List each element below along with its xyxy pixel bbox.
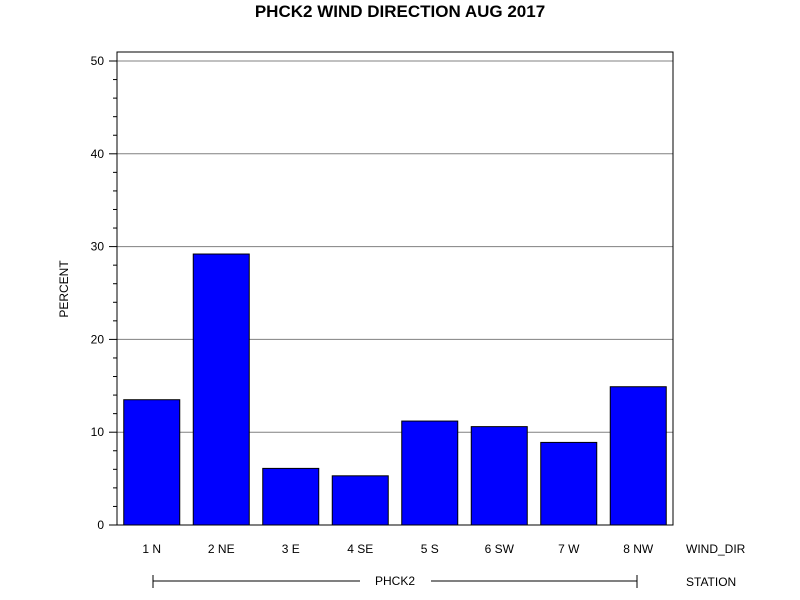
x-axis: 1 N 2 NE 3 E 4 SE 5 S 6 SW 7 W 8 NW: [142, 542, 654, 556]
group-axis-name: STATION: [686, 575, 736, 589]
y-tick-label: 50: [91, 54, 105, 68]
y-tick-label: 20: [91, 332, 105, 346]
y-tick-label: 0: [97, 518, 104, 532]
x-tick-label: 1 N: [142, 542, 161, 556]
plot-frame: [116, 51, 674, 526]
bar: [262, 467, 320, 526]
y-axis: 0 10 20 30 40 50: [91, 54, 117, 532]
x-tick-label: 7 W: [558, 542, 580, 556]
bar: [540, 441, 598, 526]
group-axis: PHCK2: [152, 574, 638, 588]
x-tick-label: 8 NW: [623, 542, 654, 556]
x-axis-name: WIND_DIR: [686, 542, 746, 556]
y-tick-label: 30: [91, 240, 105, 254]
x-tick-label: 4 SE: [347, 542, 373, 556]
chart-title: PHCK2 WIND DIRECTION AUG 2017: [255, 2, 545, 21]
y-tick-label: 10: [91, 425, 105, 439]
y-tick-label: 40: [91, 147, 105, 161]
x-tick-label: 2 NE: [208, 542, 235, 556]
bar: [609, 386, 667, 526]
bar: [470, 426, 528, 526]
bars: [123, 253, 667, 526]
group-label: PHCK2: [375, 574, 415, 588]
bar: [401, 420, 459, 526]
y-axis-label: PERCENT: [57, 260, 71, 318]
bar: [123, 399, 181, 526]
x-tick-label: 6 SW: [485, 542, 515, 556]
bar: [192, 253, 250, 526]
bar: [331, 475, 389, 526]
x-tick-label: 3 E: [282, 542, 300, 556]
x-tick-label: 5 S: [421, 542, 439, 556]
